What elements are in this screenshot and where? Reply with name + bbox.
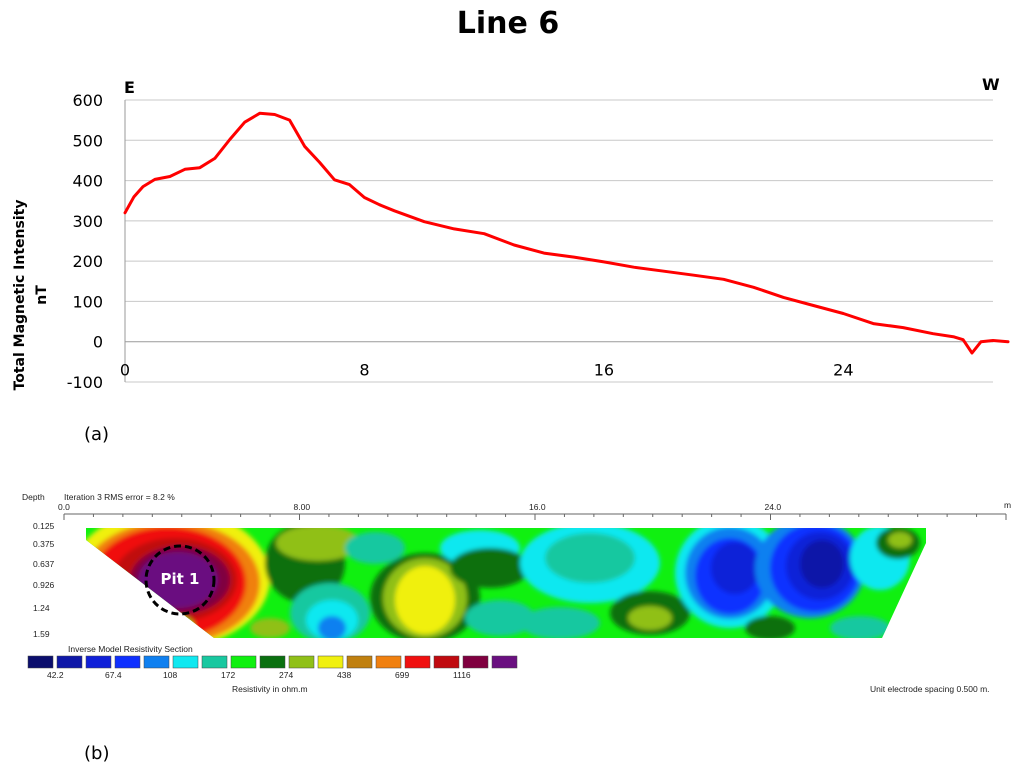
x-tick-label: 0 [120, 361, 130, 380]
iteration-header: Iteration 3 RMS error = 8.2 % [64, 492, 175, 502]
colorbar-tick-label: 108 [163, 670, 178, 680]
colorbar-swatch [288, 655, 315, 669]
colorbar-swatch [491, 655, 518, 669]
colorbar-tick-label: 438 [337, 670, 352, 680]
y-tick-label: 200 [72, 252, 103, 271]
y-tick-label: 100 [72, 292, 103, 311]
pit-1-label: Pit 1 [161, 570, 200, 588]
colorbar-swatch [462, 655, 489, 669]
colorbar-swatch [346, 655, 373, 669]
colorbar-swatch [143, 655, 170, 669]
resistivity-section: Depth Iteration 3 RMS error = 8.2 % m 0.… [0, 488, 1016, 708]
x-unit-label: m [1004, 500, 1012, 510]
depth-tick-label: 0.375 [33, 539, 55, 550]
colorbar-tick-label: 1116 [453, 670, 471, 680]
depth-header: Depth [22, 492, 45, 502]
depth-tick-label: 0.926 [33, 580, 55, 591]
depth-tick-label: 0.125 [33, 521, 55, 531]
section-x-tick-label: 16.0 [529, 502, 546, 512]
colorbar-tick-label: 42.2 [47, 670, 64, 680]
figure-title: Line 6 [456, 6, 560, 41]
colorbar-tick-label: 67.4 [105, 670, 122, 680]
colorbar-label: Resistivity in ohm.m [232, 684, 308, 694]
section-x-tick-label: 24.0 [764, 502, 782, 512]
colorbar-tick-label: 699 [395, 670, 410, 680]
direction-label-east: E [124, 78, 135, 97]
colorbar-swatch [259, 655, 286, 669]
section-x-tick-label: 0.0 [58, 502, 70, 512]
y-tick-label: 500 [72, 131, 103, 150]
colorbar-tick-label: 172 [221, 670, 236, 680]
colorbar-swatch [172, 655, 199, 669]
resistivity-image [86, 528, 926, 638]
y-tick-label: 600 [72, 91, 103, 110]
direction-label-west: W [982, 75, 1000, 94]
x-axis-tick-labels: 0 8 16 24 [120, 361, 854, 380]
x-tick-label: 16 [594, 361, 614, 380]
electrode-spacing-note: Unit electrode spacing 0.500 m. [870, 684, 990, 694]
chart-gridlines [124, 99, 993, 383]
colorbar-tick-label: 274 [279, 670, 294, 680]
depth-tick-label: 1.24 [33, 603, 50, 614]
colorbar-swatch [317, 655, 344, 669]
y-tick-label: 300 [72, 212, 103, 231]
x-tick-label: 24 [833, 361, 853, 380]
y-axis-tick-labels: 600 500 400 300 200 100 0 -100 [67, 91, 103, 392]
colorbar-swatch [85, 655, 112, 669]
y-axis-label-line2: nT [34, 285, 50, 305]
colorbar-swatch [375, 655, 402, 669]
x-tick-label: 8 [359, 361, 369, 380]
y-tick-label: -100 [67, 373, 103, 392]
magnetic-intensity-series-line [123, 111, 1010, 355]
panel-label-b: (b) [84, 743, 110, 764]
colorbar-swatch [433, 655, 460, 669]
colorbar-swatch [27, 655, 54, 669]
magnetic-intensity-chart: 600 500 400 300 200 100 0 -100 0 8 16 24 Total Mag… [12, 75, 1010, 392]
colorbar-swatch [230, 655, 257, 669]
colorbar-swatch [114, 655, 141, 669]
resistivity-colorbar [27, 655, 518, 669]
resistivity-heatmap: Pit 1 [27, 513, 1007, 669]
depth-tick-label: 1.59 [33, 629, 50, 639]
colorbar-swatch [201, 655, 228, 669]
colorbar-swatch [56, 655, 83, 669]
panel-label-a: (a) [84, 424, 110, 445]
y-tick-label: 400 [72, 172, 103, 191]
pit-1-outline [144, 544, 216, 616]
depth-tick-label: 0.637 [33, 558, 55, 569]
y-axis-label-line1: Total Magnetic Intensity [12, 200, 28, 391]
section-x-tick-label: 8.00 [293, 502, 311, 512]
colorbar-swatch [404, 655, 431, 669]
y-tick-label: 0 [93, 333, 103, 352]
section-title: Inverse Model Resistivity Section [68, 644, 193, 654]
